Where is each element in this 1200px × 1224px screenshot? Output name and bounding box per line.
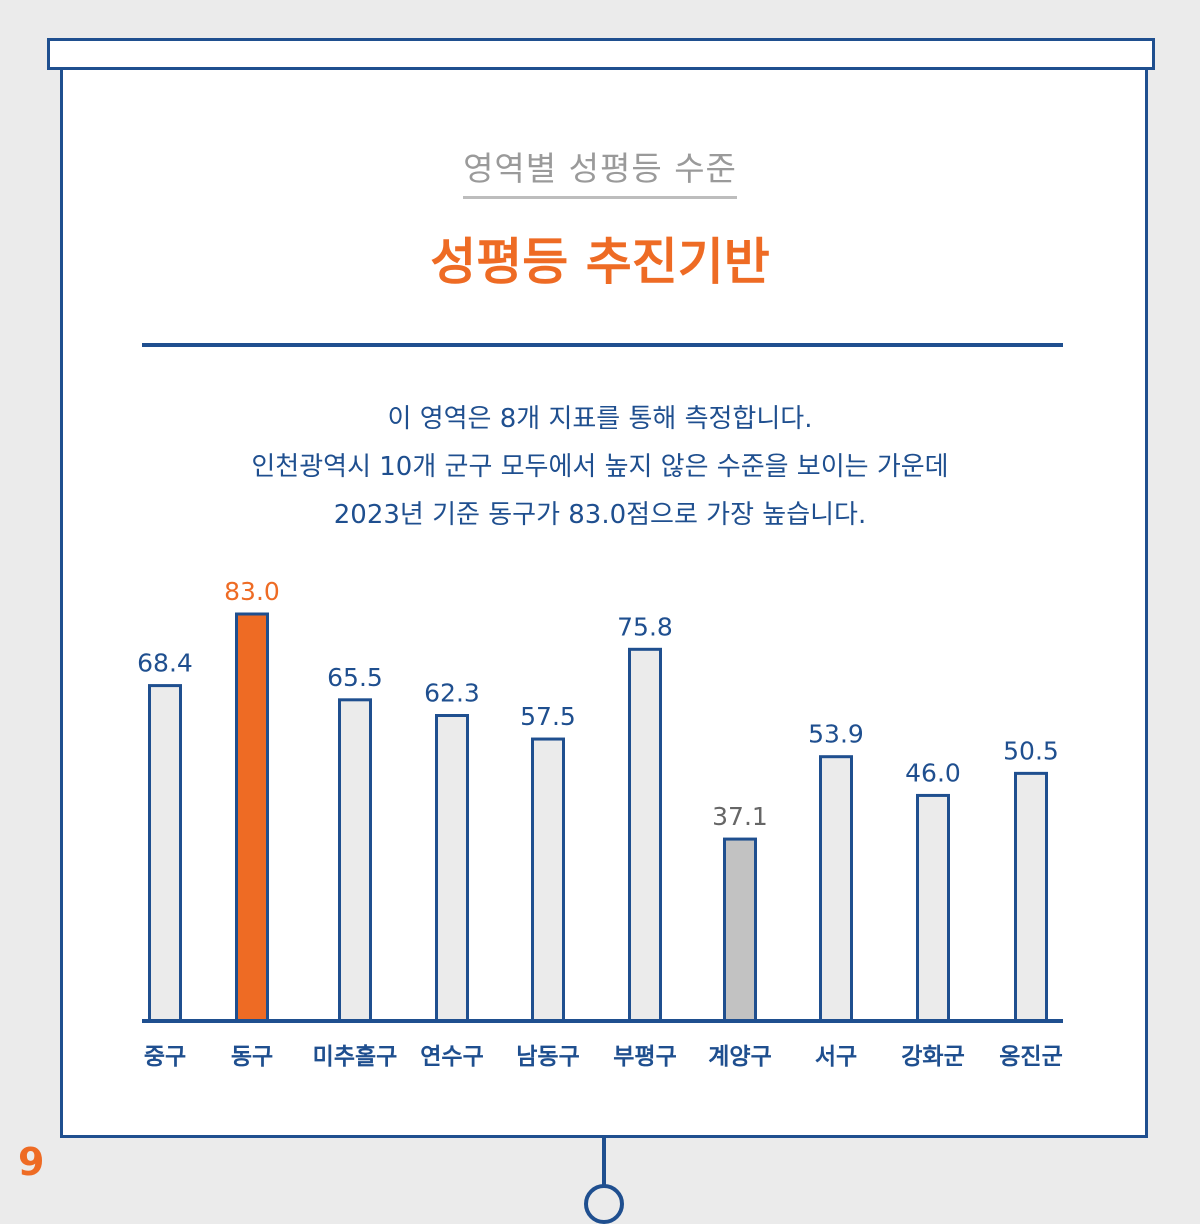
title-divider xyxy=(142,343,1063,347)
data-label: 62.3 xyxy=(424,679,480,708)
data-label: 50.5 xyxy=(1003,736,1059,765)
bar xyxy=(916,793,950,1023)
data-label: 83.0 xyxy=(224,577,280,606)
category-label: 강화군 xyxy=(901,1044,964,1070)
board-stand xyxy=(602,1138,606,1188)
description-line-2: 인천광역시 10개 군구 모두에서 높지 않은 수준을 보이는 가운데 xyxy=(251,452,949,482)
section-subtitle: 영역별 성평등 수준 xyxy=(0,142,1200,199)
board-top-rod xyxy=(47,38,1155,70)
category-label: 부평구 xyxy=(613,1044,676,1070)
category-label: 연수구 xyxy=(420,1044,483,1070)
bar xyxy=(435,714,469,1023)
data-label: 57.5 xyxy=(520,702,576,731)
description-text: 이 영역은 8개 지표를 통해 측정합니다. 인천광역시 10개 군구 모두에서… xyxy=(0,395,1200,539)
description-line-1: 이 영역은 8개 지표를 통해 측정합니다. xyxy=(387,404,813,434)
category-label: 동구 xyxy=(231,1044,273,1070)
data-label: 37.1 xyxy=(712,802,768,831)
bar xyxy=(1014,771,1048,1023)
category-label: 옹진군 xyxy=(999,1044,1062,1070)
bar xyxy=(338,698,372,1023)
category-label: 남동구 xyxy=(516,1044,579,1070)
data-label: 46.0 xyxy=(905,758,961,787)
page-title: 성평등 추진기반 xyxy=(430,233,770,291)
bar xyxy=(531,737,565,1023)
bar xyxy=(235,612,269,1023)
description-line-3: 2023년 기준 동구가 83.0점으로 가장 높습니다. xyxy=(333,500,867,530)
data-label: 65.5 xyxy=(327,663,383,692)
category-label: 미추홀구 xyxy=(313,1044,398,1070)
category-label: 중구 xyxy=(144,1044,186,1070)
category-label: 계양구 xyxy=(708,1044,771,1070)
data-label: 68.4 xyxy=(137,649,193,678)
bar xyxy=(628,647,662,1023)
bar xyxy=(819,755,853,1023)
category-label: 서구 xyxy=(815,1044,857,1070)
bar xyxy=(148,684,182,1023)
page-number: 9 xyxy=(18,1140,45,1184)
data-label: 53.9 xyxy=(808,720,864,749)
bar xyxy=(723,837,757,1023)
data-label: 75.8 xyxy=(617,612,673,641)
board-stand-ring xyxy=(584,1184,624,1224)
